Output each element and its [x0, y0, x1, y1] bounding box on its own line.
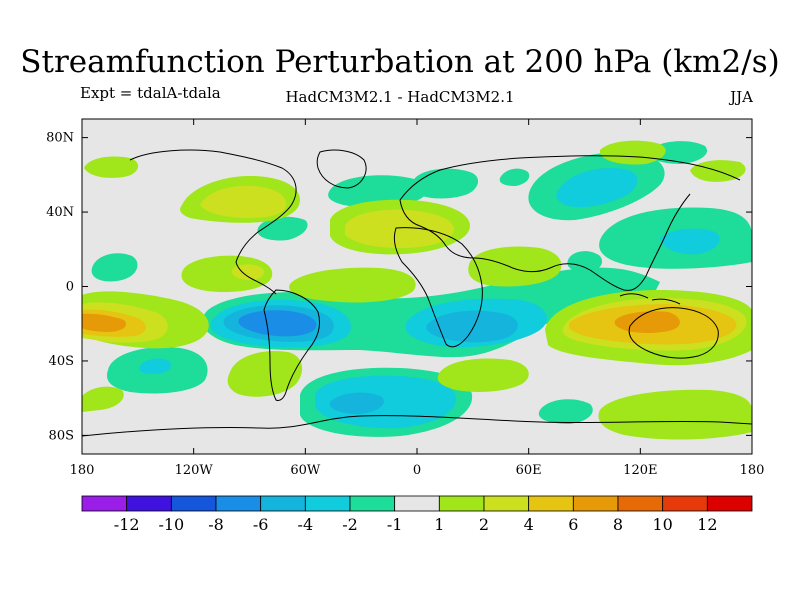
colorbar-swatch: [260, 495, 306, 512]
contour-pos-north-america-4: [200, 185, 287, 218]
colorbar-swatch: [126, 495, 172, 512]
y-tick-label: 80N: [46, 131, 74, 146]
contour-pos-central-america-4: [231, 264, 265, 280]
y-tick-label: 40S: [49, 354, 74, 369]
contour-neg-southern-indian: [538, 399, 593, 424]
axes-layer: 180 120W 60W 0 60E 120E 180 80N 40N 0 40S 80S: [46, 119, 764, 478]
contour-neg-central-asia: [499, 168, 530, 186]
contour-pos-arctic-asia: [599, 140, 666, 165]
colorbar-swatch: [394, 495, 440, 512]
colorbar-level-label: 4: [524, 515, 534, 534]
contour-neg-west-pacific-4: [660, 228, 720, 255]
colorbar-level-label: -8: [208, 515, 224, 534]
contour-pos-arctic-pacific: [84, 156, 139, 178]
season-label: JJA: [730, 88, 753, 106]
colorbar-level-label: -6: [253, 515, 269, 534]
colorbar-swatch: [617, 495, 664, 512]
contour-pos-indian-ocean: [468, 246, 562, 287]
colorbar-level-label: -4: [298, 515, 314, 534]
colorbar-level-label: 8: [613, 515, 623, 534]
contour-neg-africa-4: [426, 310, 518, 343]
contour-pos-australia-8: [614, 311, 680, 333]
colorbar-swatch: [528, 495, 574, 512]
x-tick-label: 60E: [516, 463, 542, 478]
coastline-indonesia: [619, 293, 681, 305]
colorbar-level-label: 1: [434, 515, 444, 534]
x-tick-label: 120E: [623, 463, 657, 478]
contour-neg-south-atlantic-6: [329, 392, 384, 414]
chart-title: Streamfunction Perturbation at 200 hPa (…: [20, 44, 780, 80]
colorbar-level-label: -12: [114, 515, 140, 534]
colorbar-swatch: [304, 495, 351, 512]
contour-pos-europe-4: [345, 209, 455, 248]
colorbar-swatch: [170, 495, 217, 512]
colorbar-level-label: 2: [479, 515, 489, 534]
coastline-eurasia: [399, 155, 741, 291]
x-tick-label: 180: [740, 463, 765, 478]
colorbar-level-label: -1: [387, 515, 403, 534]
contour-pos-south-pacific-west: [82, 386, 124, 412]
colorbar-level-label: -10: [158, 515, 184, 534]
x-tick-label: 120W: [175, 463, 214, 478]
colorbar-swatch: [706, 495, 753, 512]
y-tick-label: 80S: [49, 428, 74, 443]
contour-neg-east-asia-coast: [567, 251, 603, 272]
contour-pos-east-pacific-8: [82, 313, 127, 332]
contour-neg-arctic-europe: [411, 168, 479, 199]
coastline-australia: [628, 307, 719, 359]
contour-pos-southern-ocean-1: [598, 389, 752, 440]
coastline-south-america: [263, 289, 321, 401]
colorbar-level-label: 6: [568, 515, 578, 534]
y-tick-label: 0: [66, 280, 74, 295]
x-tick-label: 60W: [290, 463, 321, 478]
colorbar-swatch: [349, 495, 396, 512]
colorbar-swatch: [215, 495, 262, 512]
coastline-greenland: [316, 149, 367, 189]
contour-pos-south-pacific: [227, 350, 303, 397]
colorbar-swatch: [81, 495, 128, 512]
colorbar-swatch: [662, 495, 708, 512]
contour-neg-asia-4: [556, 168, 638, 208]
contour-fill-layer: [82, 140, 752, 440]
model-label: HadCM3M2.1 - HadCM3M2.1: [285, 88, 515, 106]
contour-neg-south-pacific-4: [139, 358, 172, 374]
colorbar-level-label: 10: [652, 515, 672, 534]
colorbar: -12 -10 -8 -6 -4 -2 -1 1 2 4 6 8 10 12: [81, 495, 753, 534]
contour-pos-southern-ocean-2: [437, 358, 529, 392]
colorbar-swatch: [572, 495, 619, 512]
coastline-antarctica: [82, 415, 752, 437]
coastline-north-america: [129, 149, 297, 295]
experiment-label: Expt = tdalA-tdala: [80, 84, 221, 102]
coastlines: [82, 149, 752, 437]
colorbar-level-label: -2: [342, 515, 358, 534]
x-tick-label: 0: [413, 463, 421, 478]
x-tick-label: 180: [70, 463, 95, 478]
contour-neg-south-america-6: [238, 310, 317, 337]
contour-neg-north-pacific: [257, 216, 308, 241]
y-tick-label: 40N: [46, 205, 74, 220]
contour-neg-south-atlantic-4: [315, 375, 457, 429]
colorbar-level-label: 12: [697, 515, 717, 534]
contour-neg-west-pacific-tropic: [91, 253, 138, 282]
coastline-africa: [393, 227, 483, 348]
contour-pos-atlantic-tropic: [289, 267, 416, 303]
colorbar-swatch: [438, 495, 485, 512]
colorbar-swatch: [483, 495, 530, 512]
contour-neg-north-atlantic: [328, 175, 428, 208]
